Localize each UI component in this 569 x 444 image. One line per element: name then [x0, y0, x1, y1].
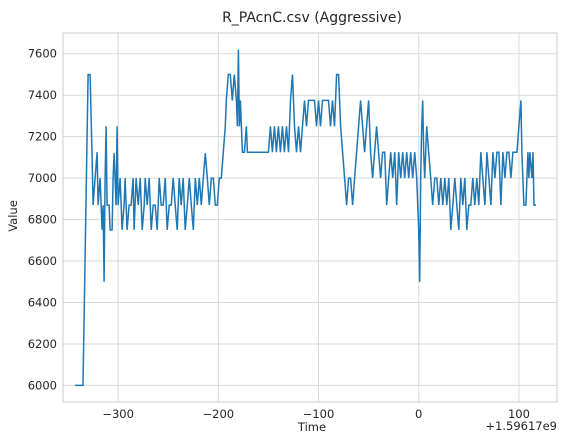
y-axis-ticks: 6000 6200 6400 6600 6800 7000 7200 7400 7600 [28, 47, 57, 393]
x-tick-label: −200 [203, 407, 235, 421]
plot-area [75, 49, 536, 387]
grid-lines [63, 33, 557, 402]
y-tick-label: 7600 [28, 47, 57, 61]
y-tick-label: 6200 [28, 337, 57, 351]
y-axis-label: Value [6, 200, 20, 232]
y-tick-label: 7400 [28, 88, 57, 102]
y-tick-label: 6400 [28, 295, 57, 309]
y-tick-label: 6600 [28, 254, 57, 268]
x-tick-label: −300 [102, 407, 134, 421]
chart-title: R_PAcnC.csv (Aggressive) [222, 10, 402, 26]
x-tick-label: 0 [415, 407, 422, 421]
x-tick-label: −100 [303, 407, 335, 421]
plot-frame [62, 32, 558, 403]
x-axis-ticks: −300 −200 −100 0 100 [102, 407, 530, 421]
y-tick-label: 6000 [28, 378, 57, 392]
x-tick-label: 100 [508, 407, 530, 421]
x-axis-offset-label: +1.59617e9 [485, 419, 557, 433]
y-tick-label: 6800 [28, 213, 57, 227]
y-tick-label: 7200 [28, 130, 57, 144]
series-line [75, 49, 536, 387]
y-tick-label: 7000 [28, 171, 57, 185]
x-axis-label: Time [297, 420, 326, 434]
